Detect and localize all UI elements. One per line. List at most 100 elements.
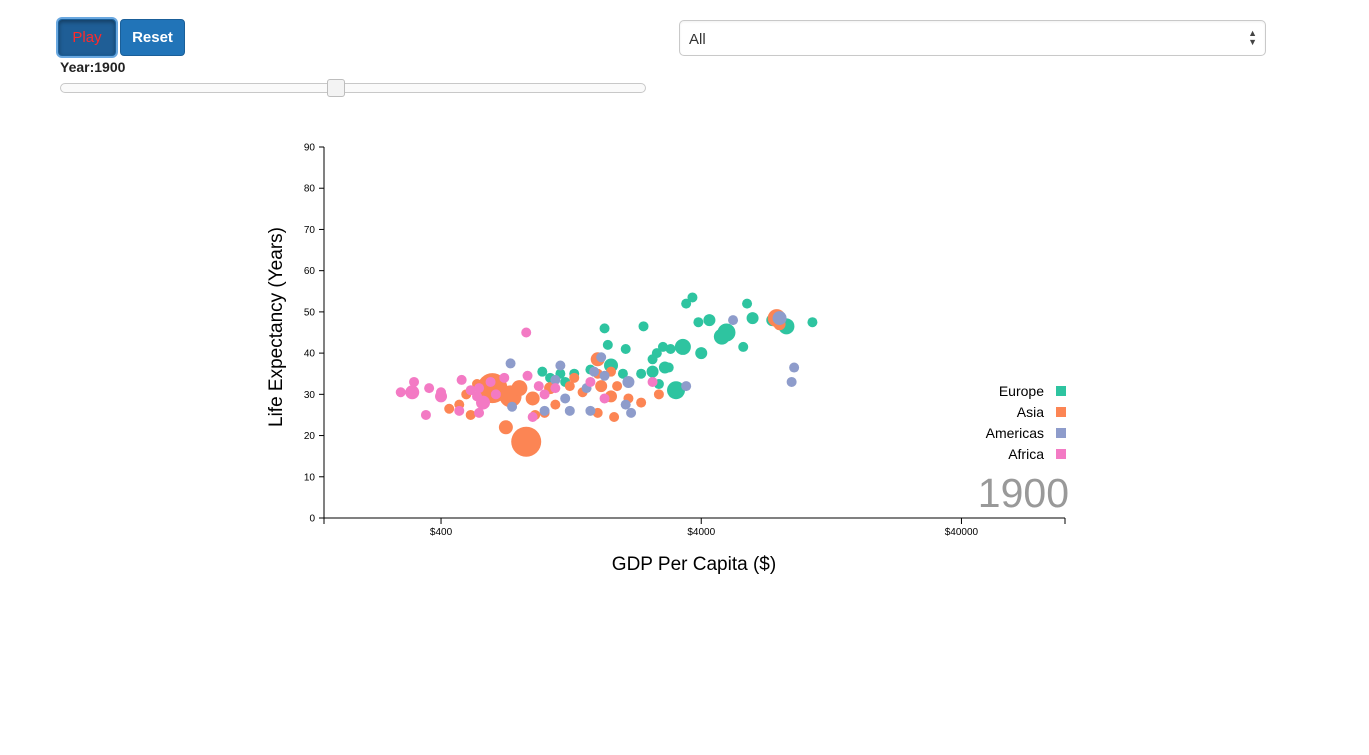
bubble-europe (604, 358, 619, 373)
bubble-europe (620, 343, 631, 354)
bubble-africa (465, 385, 476, 396)
x-tick-label: $400 (430, 527, 453, 538)
bubble-europe (687, 292, 698, 303)
legend-swatch-asia (1056, 407, 1066, 417)
y-axis-label: Life Expectancy (Years) (266, 227, 287, 427)
bubble-asia (623, 393, 634, 404)
bubble-americas (681, 381, 692, 392)
bubble-africa (409, 376, 420, 387)
bubble-americas (555, 360, 566, 371)
bubble-americas (599, 370, 610, 381)
bubble-europe (569, 368, 580, 379)
bubble-europe (663, 362, 674, 373)
legend-label: Asia (1017, 404, 1044, 420)
bubble-americas (564, 405, 575, 416)
bubble-asia (653, 389, 664, 400)
bubble-americas (772, 311, 787, 326)
y-tick-label: 50 (304, 307, 316, 318)
y-tick-label: 40 (304, 349, 316, 360)
bubble-americas (550, 374, 561, 385)
bubble-africa (474, 383, 485, 394)
bubble-americas (620, 399, 631, 410)
bubble-americas (596, 352, 607, 363)
bubble-europe (693, 317, 704, 328)
bubble-europe (703, 314, 716, 327)
bubble-asia (606, 366, 617, 377)
bubble-americas (622, 375, 635, 388)
bubble-asia (499, 385, 522, 408)
bubble-europe (658, 361, 671, 374)
bubble-europe (695, 347, 708, 360)
year-slider-handle[interactable] (326, 79, 345, 97)
bubble-europe (636, 368, 647, 379)
bubble-africa (490, 389, 501, 400)
bubble-europe (545, 372, 556, 383)
bubble-europe (681, 298, 692, 309)
bubble-asia (612, 381, 623, 392)
bubble-asia (444, 403, 455, 414)
legend-swatch-africa (1056, 449, 1066, 459)
bubble-europe (778, 318, 795, 335)
bubble-asia (530, 409, 541, 420)
bubble-africa (550, 383, 561, 394)
bubble-asia (595, 380, 608, 393)
bubble-europe (657, 341, 668, 352)
bubble-asia (511, 426, 542, 457)
bubble-europe (585, 364, 596, 375)
continent-filter-select[interactable]: All ▲ ▼ (679, 20, 1266, 56)
bubble-americas (560, 393, 571, 404)
x-axis: $400 $4000 $40000 (323, 517, 1066, 538)
bubble-asia (550, 399, 561, 410)
reset-button[interactable]: Reset (120, 19, 185, 56)
bubble-europe (651, 348, 662, 359)
bubble-europe (713, 328, 730, 345)
bubble-africa (405, 385, 420, 400)
bubble-americas (539, 405, 550, 416)
bubble-asia (498, 420, 513, 435)
year-slider-track[interactable] (60, 83, 646, 93)
bubble-asia (609, 412, 620, 423)
year-label: Year:1900 (60, 59, 126, 75)
bubble-europe (742, 298, 753, 309)
bubble-americas (507, 401, 518, 412)
y-tick-label: 90 (304, 143, 316, 154)
bubble-asia (577, 387, 588, 398)
bubble-asia (767, 309, 786, 328)
x-tick-label: $40000 (945, 527, 979, 538)
bubble-africa (533, 381, 544, 392)
bubble-africa (539, 389, 550, 400)
bubble-africa (454, 405, 465, 416)
legend-label: Europe (999, 383, 1044, 399)
bubble-europe (617, 368, 628, 379)
bubble-africa (456, 374, 467, 385)
bubble-asia (592, 368, 603, 379)
bubble-asia (477, 373, 508, 404)
bubble-americas (585, 405, 596, 416)
bubble-europe (674, 338, 691, 355)
bubble-americas (505, 358, 516, 369)
y-tick-label: 20 (304, 431, 316, 442)
bubble-europe (646, 365, 659, 378)
bubble-africa (435, 390, 448, 403)
bubble-africa (599, 393, 610, 404)
bubble-europe (746, 312, 759, 325)
bubble-africa (499, 372, 510, 383)
bubbles-layer (395, 292, 818, 457)
bubble-asia (636, 397, 647, 408)
bubble-asia (544, 382, 557, 395)
bubble-europe (647, 354, 658, 365)
y-tick-label: 80 (304, 184, 316, 195)
bubble-africa (474, 407, 485, 418)
y-tick-label: 30 (304, 390, 316, 401)
select-updown-icon: ▲ ▼ (1248, 28, 1257, 47)
continent-filter-value: All (689, 31, 706, 48)
bubble-americas (626, 407, 637, 418)
bubble-europe (555, 368, 566, 379)
bubble-asia (592, 407, 603, 418)
bubble-asia (465, 409, 476, 420)
bubble-americas (589, 366, 600, 377)
legend: Europe Asia Americas Africa (986, 383, 1066, 462)
play-button[interactable]: Play (58, 19, 116, 56)
bubble-americas (581, 383, 592, 394)
